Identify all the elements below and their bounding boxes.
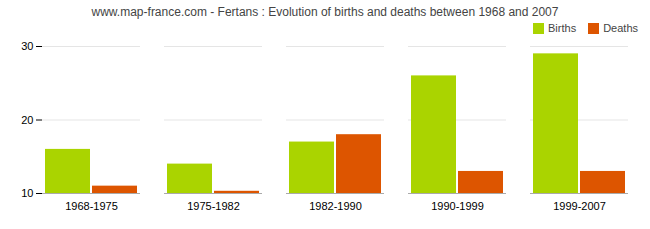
svg-text:30: 30 (21, 40, 33, 52)
html-text:Births: Births (548, 22, 577, 34)
svg-text:1982-1990: 1982-1990 (309, 200, 362, 212)
html-text:www.map-france.com - Fertans :: www.map-france.com - Fertans : Evolution… (91, 5, 559, 19)
svg-text:1990-1999: 1990-1999 (431, 200, 484, 212)
svg-text:20: 20 (21, 114, 33, 126)
html-text:Deaths: Deaths (603, 22, 638, 34)
svg-text:10: 10 (21, 187, 33, 199)
svg-text:1999-2007: 1999-2007 (553, 200, 606, 212)
svg-text:1968-1975: 1968-1975 (65, 200, 118, 212)
svg-text:1975-1982: 1975-1982 (187, 200, 240, 212)
